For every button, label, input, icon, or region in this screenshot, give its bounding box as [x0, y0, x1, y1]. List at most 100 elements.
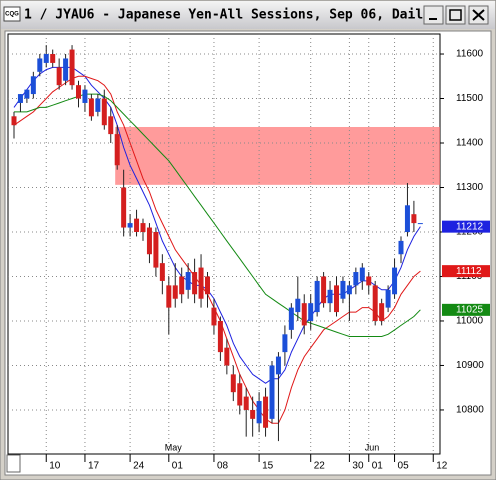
- x-tick-label: 10: [49, 461, 61, 472]
- candle-body: [256, 401, 262, 424]
- candle-body: [88, 98, 94, 117]
- window-title: 1 / JYAU6 - Japanese Yen-All Sessions, S…: [24, 8, 431, 23]
- close-glyph: [472, 9, 485, 21]
- candle-body: [359, 267, 365, 281]
- candle-body: [327, 289, 333, 304]
- candle-body: [372, 285, 378, 321]
- candle-body: [398, 240, 404, 255]
- candle-body: [101, 98, 107, 126]
- candle-body: [134, 218, 140, 232]
- candle-body: [301, 303, 307, 326]
- x-tick-label: 05: [398, 461, 410, 472]
- candle-body: [76, 85, 81, 99]
- moving-average-line: [13, 66, 421, 384]
- candle-body: [56, 67, 62, 86]
- minimize-button[interactable]: [423, 5, 444, 25]
- y-tick-label: 11500: [456, 93, 484, 104]
- moving-average-line: [13, 75, 421, 424]
- chart-layer: 1080010900110001110011200113001140011500…: [8, 34, 490, 472]
- x-tick-label: 17: [88, 461, 100, 472]
- moving-average-line: [14, 93, 421, 337]
- last-value-box: [442, 220, 490, 233]
- x-tick-label: 24: [133, 461, 145, 472]
- y-tick-label: 11000: [456, 316, 484, 327]
- x-tick-label: 12: [436, 461, 448, 472]
- y-tick-label: 11400: [456, 138, 484, 149]
- candle-body: [366, 276, 372, 286]
- last-value-box: [442, 303, 490, 316]
- candle-body: [224, 347, 230, 366]
- app-icon: [3, 6, 21, 22]
- plot-area: [7, 33, 441, 455]
- x-tick-label: 01: [372, 461, 384, 472]
- x-tick-label: 08: [217, 461, 229, 472]
- window-buttons: [423, 5, 489, 25]
- candle-body: [179, 276, 185, 295]
- y-tick-label: 10800: [456, 405, 484, 416]
- month-label: May: [165, 442, 183, 452]
- candle-body: [404, 205, 410, 232]
- last-value-box: [442, 265, 490, 278]
- month-label: Jun: [365, 442, 380, 452]
- candle-body: [353, 272, 359, 286]
- resistance-zone: [115, 126, 440, 185]
- candle-body: [17, 94, 23, 103]
- candle-body: [237, 383, 243, 406]
- candle-body: [340, 280, 346, 299]
- candle-body: [269, 365, 275, 419]
- app-icon-text: CQG: [5, 12, 19, 18]
- candle-body: [140, 223, 146, 232]
- last-value-label: 11212: [456, 221, 484, 232]
- candle-body: [146, 227, 152, 255]
- candle-body: [385, 289, 391, 308]
- candle-body: [346, 285, 352, 295]
- candle-body: [198, 267, 204, 299]
- candle-body: [153, 231, 159, 268]
- candle-body: [282, 334, 288, 353]
- candle-body: [308, 303, 314, 321]
- candle-body: [217, 320, 223, 353]
- candle-body: [30, 76, 36, 95]
- corner-box: [6, 454, 21, 473]
- candle-body: [172, 285, 178, 299]
- candle-body: [379, 303, 385, 321]
- maximize-glyph: [449, 9, 462, 21]
- candle-body: [159, 263, 165, 281]
- x-tick-label: 15: [262, 461, 274, 472]
- candle-body: [411, 214, 417, 224]
- candle-body: [243, 396, 249, 410]
- maximize-button[interactable]: [445, 5, 466, 25]
- candle-body: [50, 54, 56, 63]
- candle-body: [250, 409, 256, 419]
- x-tick-label: 30: [352, 461, 364, 472]
- candle-body: [24, 89, 30, 99]
- candle-body: [334, 285, 339, 313]
- candle-body: [263, 396, 269, 428]
- candle-body: [392, 267, 398, 295]
- y-tick-label: 11300: [456, 182, 484, 193]
- candle-body: [37, 58, 43, 72]
- candle-body: [205, 276, 210, 295]
- title-bar: [1, 1, 495, 29]
- candle-body: [108, 116, 114, 135]
- candle-body: [321, 276, 327, 304]
- candle-body: [166, 285, 172, 308]
- candle-body: [95, 98, 101, 112]
- last-value-label: 11025: [456, 304, 484, 315]
- x-tick-label: 01: [172, 461, 184, 472]
- candle-body: [288, 307, 294, 330]
- candle-body: [121, 187, 127, 228]
- y-tick-label: 11600: [456, 49, 484, 60]
- candle-body: [11, 116, 17, 126]
- candle-body: [185, 272, 191, 290]
- candle-body: [275, 356, 281, 375]
- x-tick-label: 22: [314, 461, 326, 472]
- y-tick-label: 10900: [456, 360, 484, 371]
- candle-body: [230, 374, 236, 393]
- last-value-label: 11112: [456, 266, 482, 277]
- candle-body: [314, 280, 320, 313]
- candle-body: [211, 307, 217, 326]
- candle-body: [417, 223, 423, 225]
- candle-body: [192, 272, 198, 295]
- candle-body: [114, 134, 120, 166]
